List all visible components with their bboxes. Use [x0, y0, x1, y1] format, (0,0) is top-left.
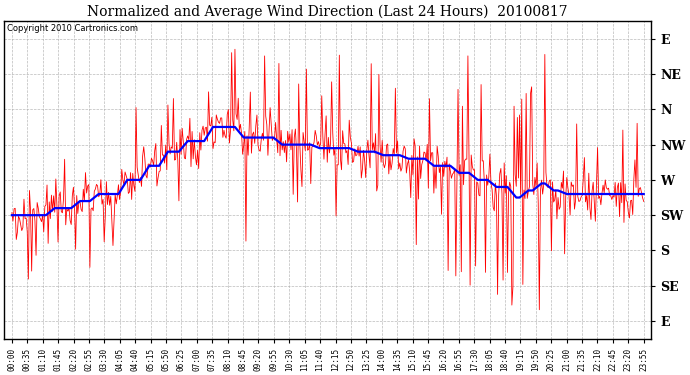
Title: Normalized and Average Wind Direction (Last 24 Hours)  20100817: Normalized and Average Wind Direction (L… — [88, 4, 568, 18]
Text: Copyright 2010 Cartronics.com: Copyright 2010 Cartronics.com — [8, 24, 139, 33]
